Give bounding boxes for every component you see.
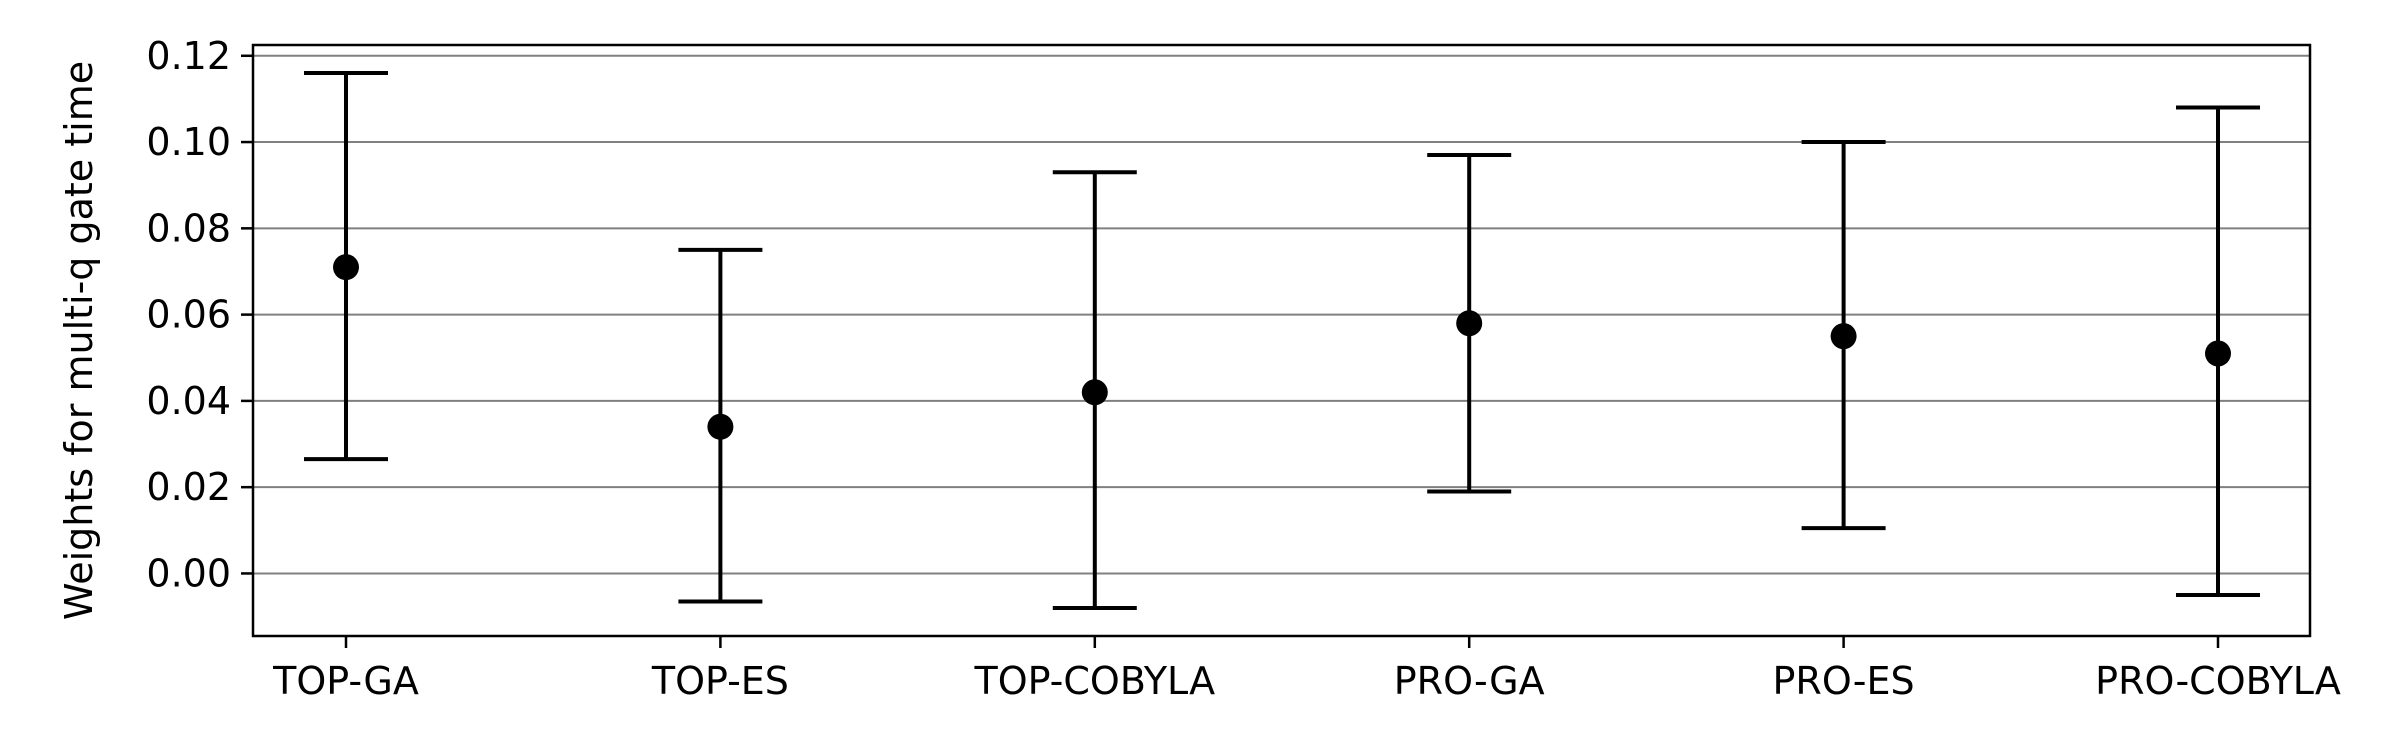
gridlines xyxy=(253,54,2310,575)
y-tick-label: 0.04 xyxy=(146,379,231,423)
y-tick-label: 0.00 xyxy=(146,551,231,595)
y-axis-title: Weights for multi-q gate time xyxy=(57,61,101,620)
x-tick-label: TOP-ES xyxy=(651,659,789,703)
x-tick-label: TOP-GA xyxy=(272,659,419,703)
data-point xyxy=(2205,340,2231,367)
data-point xyxy=(1456,310,1483,337)
y-tick-label: 0.10 xyxy=(146,120,231,164)
data-point xyxy=(1081,379,1108,406)
data-point xyxy=(707,413,734,440)
x-axis-ticks: TOP-GA TOP-ES TOP-COBYLA PRO-GA PRO-ES PRO-CO… xyxy=(272,636,2341,703)
y-tick-label: 0.06 xyxy=(146,293,231,337)
data-point xyxy=(333,254,359,281)
x-tick-label: TOP-COBYLA xyxy=(973,659,1215,703)
plot-frame xyxy=(251,43,2312,638)
data-point xyxy=(1830,323,1857,350)
x-tick-label: PRO-ES xyxy=(1773,659,1915,703)
y-tick-label: 0.12 xyxy=(146,34,231,78)
x-tick-label: PRO-COBYLA xyxy=(2095,659,2341,703)
data-points xyxy=(333,254,2231,440)
x-tick-label: PRO-GA xyxy=(1394,659,1545,703)
error-bars xyxy=(304,71,2260,610)
y-tick-label: 0.08 xyxy=(146,206,231,250)
y-tick-label: 0.02 xyxy=(146,465,231,509)
y-axis-ticks: 0.00 0.02 0.04 0.06 0.08 0.10 0.12 xyxy=(146,34,253,595)
